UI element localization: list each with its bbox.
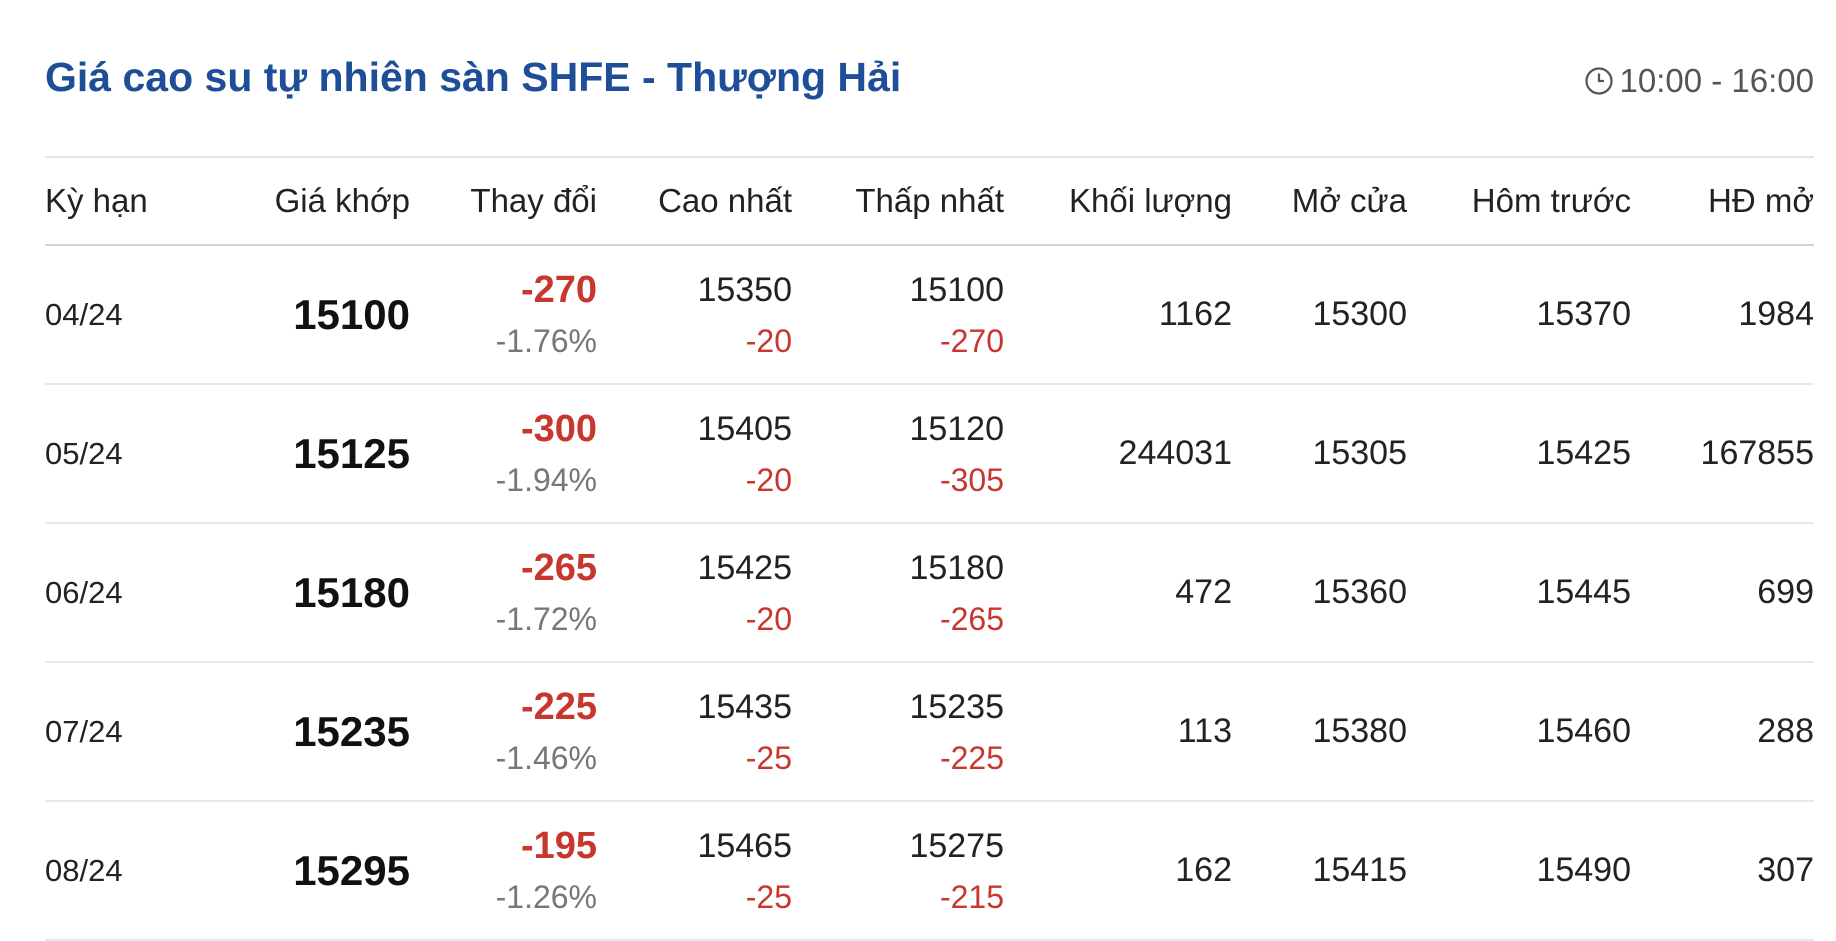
col-prev: Hôm trước <box>1407 156 1631 246</box>
col-open: Mở cửa <box>1232 156 1407 246</box>
open-interest: 288 <box>1631 662 1814 802</box>
table-row: 06/24 15180 -265 -1.72% 15425 -20 15180 -26… <box>45 523 1814 663</box>
low: 15275 <box>909 826 1004 865</box>
term: 07/24 <box>45 662 195 802</box>
open: 15360 <box>1232 523 1407 663</box>
term: 04/24 <box>45 245 195 385</box>
volume: 1162 <box>1004 245 1232 385</box>
low-change: -265 <box>939 600 1004 637</box>
change: -270 <box>520 268 597 311</box>
high-change: -20 <box>745 461 792 498</box>
high: 15405 <box>697 409 792 448</box>
change-percent: -1.72% <box>495 600 597 637</box>
previous-close: 15425 <box>1407 384 1631 524</box>
low: 15235 <box>909 687 1004 726</box>
previous-close: 15490 <box>1407 801 1631 941</box>
previous-close: 15445 <box>1407 523 1631 663</box>
price-table: Kỳ hạn Giá khớp Thay đổi Cao nhất Thấp n… <box>45 156 1814 941</box>
table-row: 05/24 15125 -300 -1.94% 15405 -20 15120 -30… <box>45 384 1814 524</box>
open: 15300 <box>1232 245 1407 385</box>
low: 15100 <box>909 270 1004 309</box>
change: -265 <box>520 546 597 589</box>
col-price: Giá khớp <box>195 156 410 246</box>
open-interest: 307 <box>1631 801 1814 941</box>
match-price: 15100 <box>293 290 410 338</box>
table-row: 04/24 15100 -270 -1.76% 15350 -20 15100 -27… <box>45 245 1814 385</box>
high: 15425 <box>697 548 792 587</box>
col-open-interest: HĐ mở <box>1631 156 1814 246</box>
open: 15305 <box>1232 384 1407 524</box>
high-change: -20 <box>745 600 792 637</box>
low-change: -215 <box>939 878 1004 915</box>
trading-hours-text: 10:00 - 16:00 <box>1619 62 1815 99</box>
high: 15465 <box>697 826 792 865</box>
volume: 113 <box>1004 662 1232 802</box>
match-price: 15125 <box>293 429 410 477</box>
low-change: -305 <box>939 461 1004 498</box>
high-change: -25 <box>745 878 792 915</box>
match-price: 15295 <box>293 846 410 894</box>
previous-close: 15460 <box>1407 662 1631 802</box>
high-change: -25 <box>745 739 792 776</box>
volume: 244031 <box>1004 384 1232 524</box>
change-percent: -1.26% <box>495 878 597 915</box>
volume: 472 <box>1004 523 1232 663</box>
change-percent: -1.76% <box>495 322 597 359</box>
change-percent: -1.94% <box>495 461 597 498</box>
change-percent: -1.46% <box>495 739 597 776</box>
table-row: 08/24 15295 -195 -1.26% 15465 -25 15275 -21… <box>45 801 1814 941</box>
table-header: Kỳ hạn Giá khớp Thay đổi Cao nhất Thấp n… <box>45 156 1814 246</box>
volume: 162 <box>1004 801 1232 941</box>
col-change: Thay đổi <box>410 156 597 246</box>
col-low: Thấp nhất <box>792 156 1004 246</box>
match-price: 15235 <box>293 707 410 755</box>
high-change: -20 <box>745 322 792 359</box>
high: 15435 <box>697 687 792 726</box>
low-change: -270 <box>939 322 1004 359</box>
change: -225 <box>520 685 597 728</box>
change: -195 <box>520 824 597 867</box>
open-interest: 699 <box>1631 523 1814 663</box>
open: 15380 <box>1232 662 1407 802</box>
low: 15180 <box>909 548 1004 587</box>
term: 05/24 <box>45 384 195 524</box>
open-interest: 1984 <box>1631 245 1814 385</box>
low-change: -225 <box>939 739 1004 776</box>
change: -300 <box>520 407 597 450</box>
previous-close: 15370 <box>1407 245 1631 385</box>
clock-icon <box>1584 67 1613 95</box>
table-row: 07/24 15235 -225 -1.46% 15435 -25 15235 -22… <box>45 662 1814 802</box>
page-title: Giá cao su tự nhiên sàn SHFE - Thượng Hả… <box>45 54 902 100</box>
trading-hours: 10:00 - 16:00 <box>1584 62 1815 100</box>
high: 15350 <box>697 270 792 309</box>
match-price: 15180 <box>293 568 410 616</box>
low: 15120 <box>909 409 1004 448</box>
term: 08/24 <box>45 801 195 941</box>
open-interest: 167855 <box>1631 384 1814 524</box>
col-volume: Khối lượng <box>1004 156 1232 246</box>
open: 15415 <box>1232 801 1407 941</box>
col-term: Kỳ hạn <box>45 156 195 246</box>
col-high: Cao nhất <box>597 156 792 246</box>
term: 06/24 <box>45 523 195 663</box>
